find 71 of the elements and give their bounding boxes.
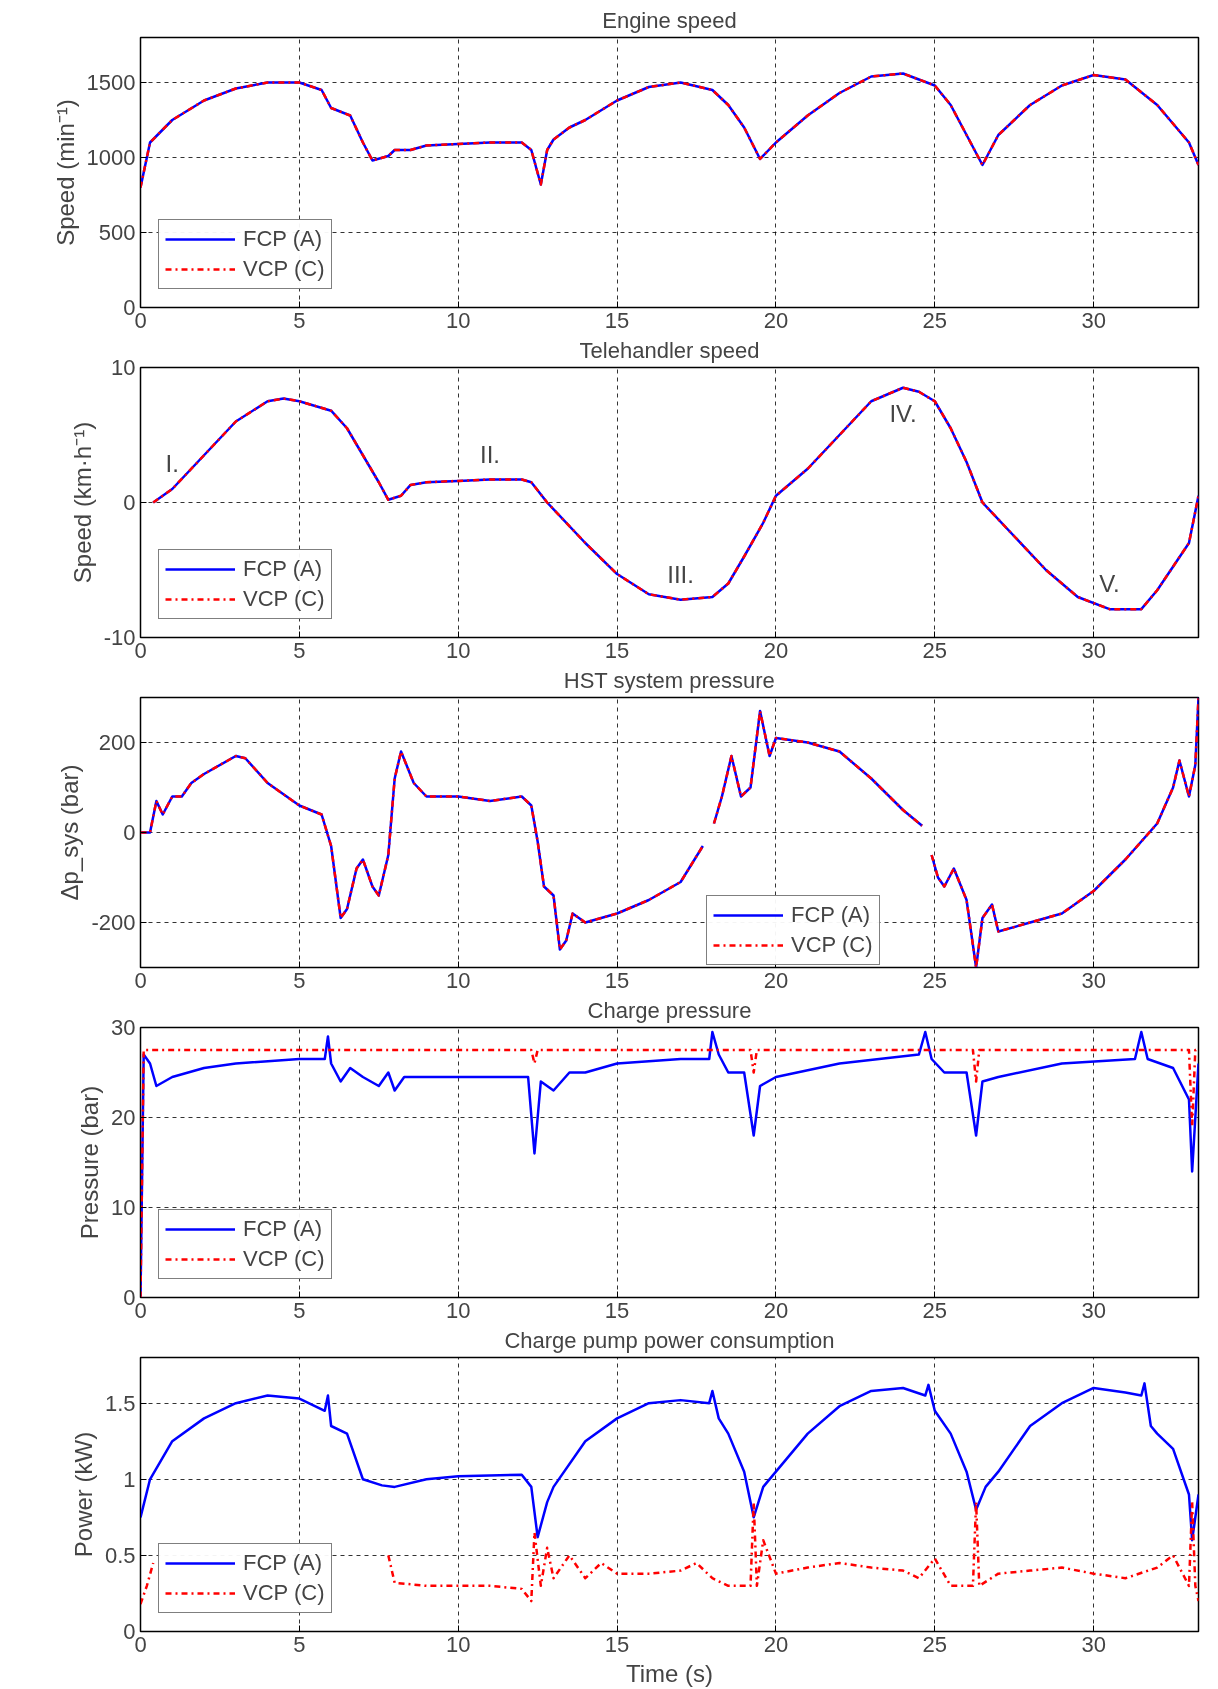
x-tick-label: 30 [1081, 307, 1106, 333]
annotation: I. [165, 450, 179, 477]
x-tick-label: 5 [293, 307, 306, 333]
x-tick-label: 25 [922, 967, 948, 993]
annotation: V. [1099, 570, 1120, 598]
y-axis-title: Pressure (bar) [76, 1085, 104, 1240]
x-tick-label: 5 [293, 637, 306, 663]
x-axis-title: Time (s) [625, 1659, 714, 1687]
x-tick-label: 5 [293, 1631, 306, 1657]
x-tick-label: 30 [1081, 967, 1106, 993]
y-tick-label: -10 [103, 625, 136, 650]
y-tick-label: 200 [98, 730, 136, 755]
y-axis-title: Speed (km·h⁻¹) [68, 421, 96, 584]
x-tick-label: 15 [604, 307, 630, 333]
x-tick-label: 25 [922, 1297, 948, 1323]
x-tick-label: 15 [604, 1631, 630, 1657]
legend-label: FCP (A) [791, 902, 871, 928]
legend-label: VCP (C) [243, 256, 325, 282]
x-tick-label: 25 [922, 1631, 948, 1657]
annotation: IV. [889, 399, 917, 427]
legend-label: FCP (A) [243, 1216, 323, 1242]
y-axis-title: Speed (min⁻¹) [51, 99, 79, 246]
y-tick-label: -200 [91, 910, 136, 935]
legend-label: FCP (A) [243, 1550, 323, 1576]
y-tick-label: 500 [98, 220, 136, 245]
annotation: II. [479, 440, 500, 468]
x-tick-label: 10 [445, 637, 471, 663]
chart-title: Engine speed [602, 7, 737, 33]
x-tick-label: 25 [922, 637, 948, 663]
x-tick-label: 15 [604, 967, 630, 993]
chart-title: Charge pressure [587, 997, 752, 1023]
legend-label: FCP (A) [243, 556, 323, 582]
x-tick-label: 15 [604, 637, 630, 663]
x-tick-label: 20 [763, 1297, 789, 1323]
x-tick-label: 15 [604, 1297, 630, 1323]
annotation: III. [667, 560, 694, 588]
x-tick-label: 30 [1081, 1297, 1106, 1323]
x-tick-label: 10 [445, 967, 471, 993]
x-tick-label: 30 [1081, 637, 1106, 663]
x-tick-label: 30 [1081, 1631, 1106, 1657]
legend-label: VCP (C) [243, 586, 325, 612]
legend-label: VCP (C) [791, 932, 873, 958]
x-tick-label: 20 [763, 967, 789, 993]
x-tick-label: 20 [763, 307, 789, 333]
x-tick-label: 5 [293, 1297, 306, 1323]
y-tick-label: 30 [111, 1015, 136, 1040]
x-tick-label: 25 [922, 307, 948, 333]
y-axis-title: Power (kW) [69, 1431, 97, 1558]
y-tick-label: 10 [111, 1195, 136, 1220]
y-tick-label: 1 [123, 1466, 136, 1492]
y-axis-title: Δp_sys (bar) [56, 764, 84, 901]
legend-label: VCP (C) [243, 1580, 325, 1606]
chart-title: Charge pump power consumption [504, 1327, 835, 1353]
y-tick-label: 0 [123, 820, 136, 845]
chart-title: Telehandler speed [579, 337, 760, 363]
x-tick-label: 10 [445, 1297, 471, 1323]
chart-title: HST system pressure [563, 667, 775, 693]
y-tick-label: 1.5 [104, 1390, 136, 1416]
x-tick-label: 5 [293, 967, 306, 993]
x-tick-label: 20 [763, 1631, 789, 1657]
y-tick-label: 0 [123, 490, 136, 515]
x-tick-label: 10 [445, 307, 471, 333]
y-tick-label: 1500 [86, 70, 136, 95]
x-tick-label: 10 [445, 1631, 471, 1657]
y-tick-label: 10 [111, 355, 136, 380]
y-tick-label: 1000 [86, 145, 136, 170]
y-tick-label: 0.5 [104, 1542, 136, 1568]
legend-label: FCP (A) [243, 226, 323, 252]
x-tick-label: 20 [763, 637, 789, 663]
y-tick-label: 20 [111, 1105, 136, 1130]
legend-label: VCP (C) [243, 1246, 325, 1272]
